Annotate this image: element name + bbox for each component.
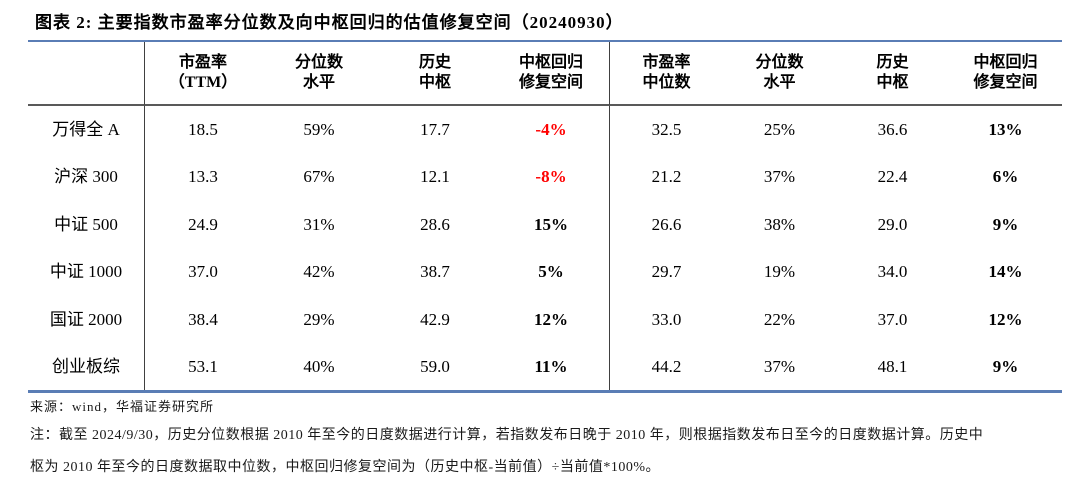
row-label: 国证 2000 bbox=[28, 295, 145, 343]
data-cell: 33.0 bbox=[651, 309, 682, 329]
header-repair-left: 中枢回归 修复空间 bbox=[493, 42, 610, 106]
header-line: （TTM） bbox=[168, 74, 238, 91]
data-cell: 40% bbox=[303, 357, 335, 377]
header-line: 修复空间 bbox=[973, 74, 1038, 91]
row-label: 创业板综 bbox=[28, 342, 145, 391]
data-cell: 17.7 bbox=[420, 120, 450, 140]
data-cell: 19% bbox=[763, 262, 796, 282]
header-line: 修复空间 bbox=[518, 74, 583, 91]
header-pe-median: 市盈率 中位数 bbox=[610, 42, 723, 106]
data-cell: 38% bbox=[763, 214, 796, 234]
repair-cell: -8% bbox=[493, 153, 610, 201]
header-line: 水平 bbox=[302, 74, 335, 91]
repair-cell: 14% bbox=[988, 262, 1023, 282]
header-line: 历史 bbox=[418, 54, 451, 71]
row-label: 中证 500 bbox=[28, 200, 145, 249]
row-label: 中证 1000 bbox=[28, 248, 145, 296]
header-corner-cell bbox=[28, 42, 145, 106]
data-cell: 29% bbox=[303, 309, 335, 329]
data-cell: 31% bbox=[303, 214, 335, 234]
data-cell: 22% bbox=[763, 309, 796, 329]
repair-cell: 9% bbox=[992, 214, 1019, 234]
data-cell: 37.0 bbox=[188, 262, 218, 282]
data-cell: 67% bbox=[303, 167, 335, 187]
valuation-table-grid: 市盈率 （TTM） 分位数 水平 历史 中枢 中枢回归 修复空间 市盈率 中位数… bbox=[28, 40, 1062, 394]
row-label: 万得全 A bbox=[28, 106, 145, 154]
data-cell: 42% bbox=[303, 262, 335, 282]
footnote-line-1: 注：截至 2024/9/30，历史分位数根据 2010 年至今的日度数据进行计算… bbox=[30, 428, 984, 443]
header-line: 中枢回归 bbox=[518, 54, 583, 71]
data-cell: 36.6 bbox=[877, 120, 908, 140]
source-line: 来源：wind，华福证券研究所 bbox=[30, 399, 215, 414]
data-cell: 59% bbox=[303, 120, 335, 140]
repair-cell: 6% bbox=[992, 167, 1019, 187]
data-cell: 21.2 bbox=[651, 167, 682, 187]
header-hist-center-left: 历史 中枢 bbox=[377, 42, 493, 106]
repair-cell: -4% bbox=[493, 106, 610, 154]
repair-cell: 5% bbox=[493, 248, 610, 296]
repair-cell: 9% bbox=[992, 357, 1019, 377]
data-cell: 32.5 bbox=[651, 120, 682, 140]
data-cell: 42.9 bbox=[420, 309, 450, 329]
data-cell: 37.0 bbox=[877, 309, 908, 329]
data-cell: 25% bbox=[763, 120, 796, 140]
data-cell: 13.3 bbox=[188, 167, 218, 187]
repair-cell: 12% bbox=[988, 309, 1023, 329]
footnote-line-2: 枢为 2010 年至今的日度数据取中位数，中枢回归修复空间为（历史中枢-当前值）… bbox=[30, 460, 661, 475]
header-percentile-left: 分位数 水平 bbox=[261, 42, 377, 106]
data-cell: 34.0 bbox=[877, 262, 908, 282]
header-line: 历史 bbox=[876, 54, 909, 71]
data-cell: 18.5 bbox=[188, 120, 218, 140]
header-pe-ttm: 市盈率 （TTM） bbox=[145, 42, 261, 106]
repair-cell: 12% bbox=[493, 295, 610, 343]
header-line: 市盈率 bbox=[178, 54, 227, 71]
figure-title: 图表 2: 主要指数市盈率分位数及向中枢回归的估值修复空间（20240930） bbox=[35, 13, 624, 32]
header-line: 中枢 bbox=[876, 74, 909, 91]
repair-cell: 13% bbox=[988, 120, 1023, 140]
data-cell: 22.4 bbox=[877, 167, 908, 187]
header-line: 分位数 bbox=[294, 54, 343, 71]
header-line: 水平 bbox=[763, 74, 796, 91]
data-cell: 38.7 bbox=[420, 262, 450, 282]
data-cell: 24.9 bbox=[188, 214, 218, 234]
header-hist-center-right: 历史 中枢 bbox=[836, 42, 949, 106]
header-percentile-right: 分位数 水平 bbox=[723, 42, 836, 106]
header-line: 市盈率 bbox=[642, 54, 691, 71]
data-cell: 28.6 bbox=[420, 214, 450, 234]
repair-cell: 15% bbox=[493, 200, 610, 249]
data-cell: 38.4 bbox=[188, 309, 218, 329]
repair-cell: 11% bbox=[493, 342, 610, 391]
header-line: 中位数 bbox=[642, 74, 691, 91]
data-cell: 26.6 bbox=[651, 214, 682, 234]
data-cell: 37% bbox=[763, 357, 796, 377]
header-line: 分位数 bbox=[755, 54, 804, 71]
header-line: 中枢 bbox=[418, 74, 451, 91]
data-cell: 37% bbox=[763, 167, 796, 187]
data-cell: 48.1 bbox=[877, 357, 908, 377]
header-repair-right: 中枢回归 修复空间 bbox=[949, 42, 1062, 106]
row-label: 沪深 300 bbox=[28, 153, 145, 201]
valuation-table: 市盈率 （TTM） 分位数 水平 历史 中枢 中枢回归 修复空间 市盈率 中位数… bbox=[28, 40, 1062, 394]
data-cell: 59.0 bbox=[420, 357, 450, 377]
data-cell: 44.2 bbox=[651, 357, 682, 377]
data-cell: 12.1 bbox=[420, 167, 450, 187]
data-cell: 29.0 bbox=[877, 214, 908, 234]
data-cell: 29.7 bbox=[651, 262, 682, 282]
header-line: 中枢回归 bbox=[973, 54, 1038, 71]
data-cell: 53.1 bbox=[188, 357, 218, 377]
